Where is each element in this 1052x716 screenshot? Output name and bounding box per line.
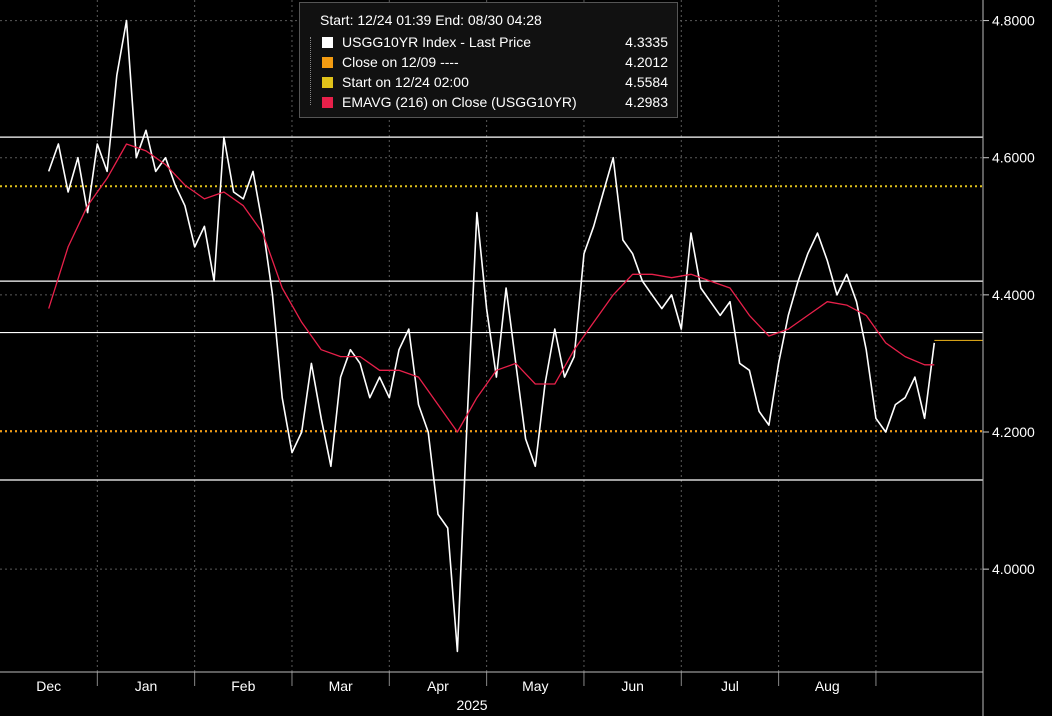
reference-lines: [0, 136, 983, 481]
series-layer: [47, 19, 936, 653]
x-tick-label: Jan: [135, 678, 158, 694]
legend-tree-line: [310, 37, 311, 105]
x-year-label: 2025: [456, 697, 487, 713]
y-tick-label: 4.2000: [992, 424, 1035, 440]
x-tick-label: Apr: [427, 678, 449, 694]
x-tick-label: Feb: [231, 678, 255, 694]
legend-value: 4.2012: [625, 54, 668, 70]
legend-value: 4.3335: [625, 34, 668, 50]
ema-series-line: [48, 143, 935, 433]
y-tick-label: 4.6000: [992, 150, 1035, 166]
x-tick-label: Mar: [329, 678, 353, 694]
legend-label: EMAVG (216) on Close (USGG10YR): [342, 94, 577, 110]
x-tick-label: Jul: [721, 678, 739, 694]
chart-legend: Start: 12/24 01:39 End: 08/30 04:28 USGG…: [299, 2, 678, 118]
legend-item-start[interactable]: Start on 12/24 02:00 4.5584: [300, 74, 677, 94]
legend-value: 4.2983: [625, 94, 668, 110]
price-series-line: [47, 19, 936, 653]
legend-item-last-price[interactable]: USGG10YR Index - Last Price 4.3335: [300, 34, 677, 54]
legend-item-emavg[interactable]: EMAVG (216) on Close (USGG10YR) 4.2983: [300, 94, 677, 114]
legend-item-close[interactable]: Close on 12/09 ---- 4.2012: [300, 54, 677, 74]
x-tick-label: May: [522, 678, 548, 694]
x-tick-label: Jun: [621, 678, 644, 694]
legend-label: Close on 12/09 ----: [342, 54, 459, 70]
x-tick-label: Aug: [815, 678, 840, 694]
legend-swatch: [322, 77, 333, 88]
legend-swatch: [322, 37, 333, 48]
y-tick-label: 4.0000: [992, 561, 1035, 577]
legend-label: Start on 12/24 02:00: [342, 74, 469, 90]
legend-value: 4.5584: [625, 74, 668, 90]
y-tick-label: 4.8000: [992, 13, 1035, 29]
legend-swatch: [322, 97, 333, 108]
legend-label: USGG10YR Index - Last Price: [342, 34, 532, 50]
x-tick-label: Dec: [36, 678, 61, 694]
y-tick-label: 4.4000: [992, 287, 1035, 303]
legend-header: Start: 12/24 01:39 End: 08/30 04:28: [320, 12, 542, 28]
legend-swatch: [322, 57, 333, 68]
